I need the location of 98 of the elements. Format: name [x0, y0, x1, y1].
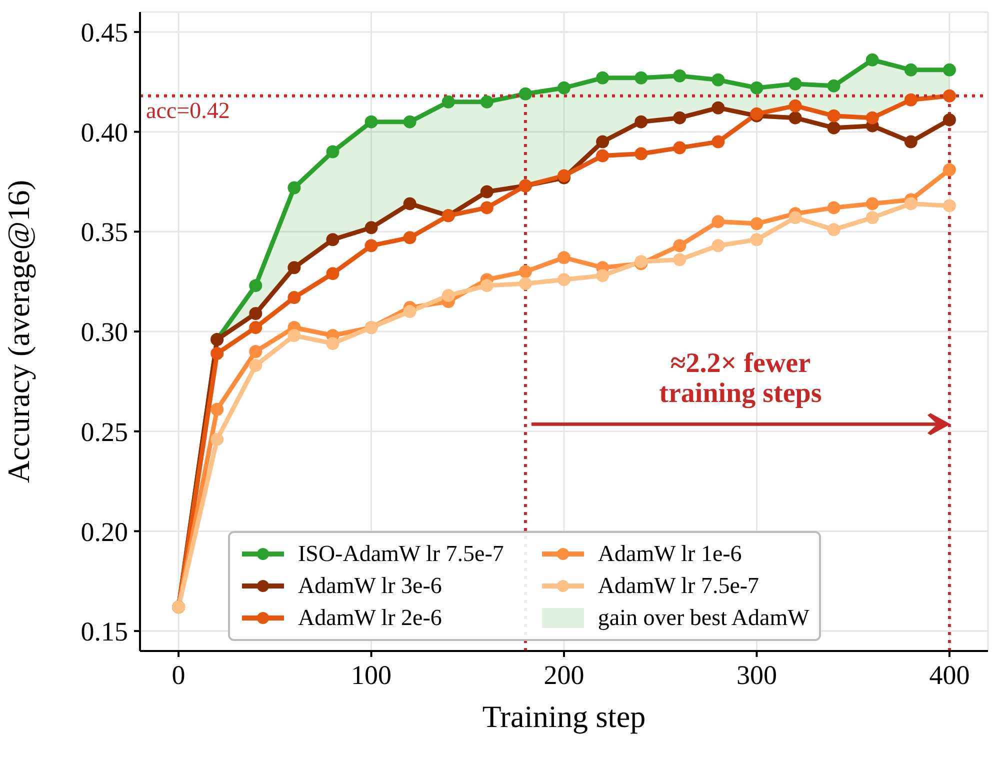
point: [827, 79, 840, 92]
annotation: ≈2.2× fewer training steps: [659, 348, 822, 410]
annotation: gain over best AdamW: [598, 604, 810, 632]
legend-label: AdamW lr 7.5e-7: [598, 572, 760, 600]
point: [480, 279, 494, 292]
point: [480, 201, 494, 214]
point: [712, 101, 725, 114]
x-axis-title: Training step: [482, 699, 646, 734]
point: [403, 197, 416, 210]
point: [750, 81, 764, 94]
y-tick-label: 0.15: [80, 616, 128, 647]
point: [712, 135, 725, 148]
point: [942, 63, 956, 76]
point: [827, 223, 840, 236]
point: [558, 273, 570, 286]
point: [288, 291, 301, 304]
point: [712, 73, 725, 86]
point: [558, 81, 570, 94]
point: [827, 121, 840, 134]
point: [249, 307, 262, 320]
point: [904, 135, 918, 148]
point: [249, 321, 262, 334]
point: [442, 95, 455, 108]
point: [866, 111, 879, 124]
point: [518, 265, 532, 278]
point: [364, 221, 378, 234]
y-tick-label: 0.20: [80, 516, 128, 547]
point: [942, 199, 956, 212]
point: [480, 95, 494, 108]
y-tick-label: 0.40: [80, 117, 128, 148]
point: [788, 77, 802, 90]
point: [942, 113, 956, 126]
x-tick-label: 100: [351, 660, 392, 690]
point: [596, 149, 610, 162]
point: [904, 197, 918, 210]
point: [249, 344, 262, 358]
point: [518, 87, 532, 100]
point: [712, 239, 725, 252]
point: [827, 109, 840, 122]
point: [403, 115, 416, 128]
point: [673, 69, 686, 82]
point: [596, 71, 610, 84]
point: [326, 267, 340, 280]
point: [326, 233, 340, 246]
point: [518, 277, 532, 290]
point: [634, 71, 648, 84]
x-tick-label: 0: [172, 660, 186, 690]
point: [673, 141, 686, 154]
point: [210, 346, 224, 360]
point: [249, 279, 262, 292]
ref-line-label: acc=0.42: [146, 98, 230, 124]
x-tick-label: 200: [544, 660, 584, 690]
point: [942, 163, 956, 176]
point: [788, 111, 802, 124]
point: [403, 305, 416, 318]
point: [750, 233, 764, 246]
point: [288, 328, 301, 342]
point: [827, 201, 840, 214]
y-tick-label: 0.25: [80, 416, 128, 447]
y-tick-label: 0.35: [80, 217, 128, 248]
point: [866, 53, 879, 66]
point: [673, 111, 686, 124]
point: [326, 145, 340, 158]
point: [866, 197, 879, 210]
point: [634, 115, 648, 128]
point: [558, 251, 570, 264]
legend-label: AdamW lr 2e-6: [298, 604, 442, 632]
point: [788, 99, 802, 112]
point: [942, 89, 956, 102]
point: [750, 217, 764, 230]
point: [326, 336, 340, 350]
point: [904, 63, 918, 76]
point: [403, 231, 416, 244]
point: [596, 135, 610, 148]
point: [364, 115, 378, 128]
legend-label: ISO-AdamW lr 7.5e-7: [298, 540, 504, 568]
point: [904, 93, 918, 106]
x-tick-label: 400: [929, 660, 970, 690]
point: [442, 289, 455, 302]
point: [210, 432, 224, 446]
point: [673, 253, 686, 266]
point: [210, 402, 224, 416]
x-tick-label: 300: [736, 660, 777, 690]
point: [288, 261, 301, 274]
point: [364, 239, 378, 252]
legend-label: AdamW lr 1e-6: [598, 540, 742, 568]
y-tick-label: 0.30: [80, 317, 128, 348]
point: [712, 215, 725, 228]
point: [288, 181, 301, 194]
legend-label: AdamW lr 3e-6: [298, 572, 442, 600]
point: [788, 211, 802, 224]
point: [480, 185, 494, 198]
point: [866, 211, 879, 224]
y-tick-label: 0.45: [80, 18, 128, 48]
point: [249, 358, 262, 372]
point: [596, 269, 610, 282]
point: [673, 239, 686, 252]
point: [634, 147, 648, 160]
